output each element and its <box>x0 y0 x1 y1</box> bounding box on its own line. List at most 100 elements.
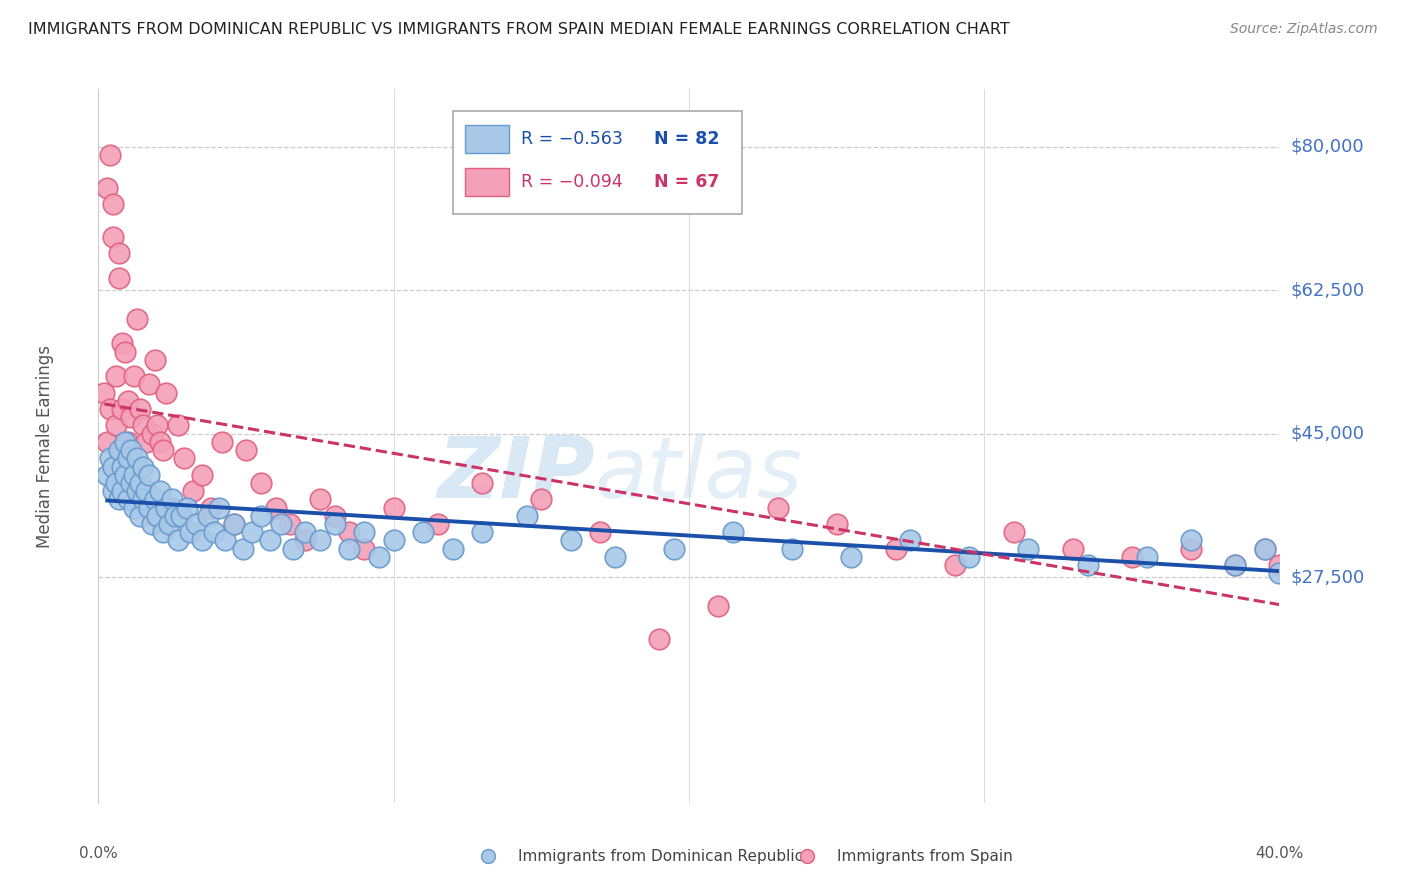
Point <box>337 541 360 556</box>
Point <box>105 475 128 490</box>
FancyBboxPatch shape <box>453 111 742 214</box>
Point <box>184 516 207 531</box>
Point <box>1223 558 1246 572</box>
Point <box>1077 558 1099 572</box>
Point <box>138 467 160 482</box>
Point <box>162 492 183 507</box>
Point <box>165 508 187 523</box>
Point <box>664 541 686 556</box>
Point <box>155 500 177 515</box>
Bar <box>464 168 509 196</box>
Text: Median Female Earnings: Median Female Earnings <box>37 344 55 548</box>
Point <box>98 148 121 162</box>
Point <box>103 484 125 499</box>
Point <box>111 402 134 417</box>
Point <box>132 492 155 507</box>
Point <box>959 549 981 564</box>
Point <box>96 434 118 449</box>
Point <box>259 533 281 548</box>
Point <box>1254 541 1277 556</box>
Point <box>108 270 131 285</box>
Point <box>143 352 166 367</box>
Point <box>179 525 201 540</box>
Point <box>1017 541 1039 556</box>
Point <box>224 516 246 531</box>
Point <box>707 599 730 613</box>
Point <box>157 516 180 531</box>
Point <box>197 508 219 523</box>
Point <box>132 459 155 474</box>
Point <box>264 500 287 515</box>
Point <box>1268 566 1291 581</box>
Point <box>900 533 922 548</box>
Point <box>250 508 273 523</box>
Text: ZIP: ZIP <box>437 433 595 516</box>
Point <box>162 500 183 515</box>
Point <box>114 443 136 458</box>
Point <box>1282 549 1305 564</box>
Point <box>191 533 214 548</box>
Point <box>143 492 166 507</box>
Text: R = −0.094: R = −0.094 <box>522 173 623 191</box>
Point <box>721 525 744 540</box>
Point <box>224 516 246 531</box>
Point <box>141 426 163 441</box>
Point <box>1180 533 1202 548</box>
Point <box>884 541 907 556</box>
Point <box>122 500 145 515</box>
Point <box>211 434 233 449</box>
Point <box>1312 541 1334 556</box>
Point <box>337 525 360 540</box>
Point <box>135 484 157 499</box>
Point <box>167 418 190 433</box>
Point <box>125 484 148 499</box>
Point <box>128 475 150 490</box>
Point <box>1268 558 1291 572</box>
Point <box>560 533 582 548</box>
Point <box>114 467 136 482</box>
Point <box>1062 796 1084 810</box>
Text: N = 67: N = 67 <box>654 173 718 191</box>
Point <box>191 467 214 482</box>
Point <box>117 492 139 507</box>
Point <box>1180 541 1202 556</box>
Text: atlas: atlas <box>595 433 803 516</box>
Point <box>120 410 142 425</box>
Point <box>441 541 464 556</box>
Point <box>181 484 204 499</box>
Point <box>105 369 128 384</box>
Point <box>152 525 174 540</box>
Point <box>1298 541 1320 556</box>
Point <box>120 443 142 458</box>
Point <box>412 525 434 540</box>
Point <box>200 500 222 515</box>
Point <box>167 533 190 548</box>
Text: Immigrants from Spain: Immigrants from Spain <box>837 849 1012 863</box>
Point <box>117 451 139 466</box>
Point <box>117 434 139 449</box>
Point <box>132 418 155 433</box>
Point <box>114 344 136 359</box>
Point <box>149 434 172 449</box>
Point <box>353 525 375 540</box>
Point <box>782 541 804 556</box>
Point <box>943 558 966 572</box>
Text: $80,000: $80,000 <box>1291 137 1364 155</box>
Point <box>605 549 627 564</box>
Point <box>138 377 160 392</box>
Point <box>294 533 316 548</box>
Point <box>232 541 254 556</box>
Point <box>146 418 169 433</box>
Point <box>530 492 553 507</box>
Point <box>309 492 332 507</box>
Text: Immigrants from Dominican Republic: Immigrants from Dominican Republic <box>517 849 803 863</box>
Point <box>93 385 115 400</box>
Point <box>120 475 142 490</box>
Text: N = 82: N = 82 <box>654 130 718 148</box>
Point <box>176 500 198 515</box>
Point <box>309 533 332 548</box>
Text: 40.0%: 40.0% <box>1256 846 1303 861</box>
Point <box>202 525 225 540</box>
Point <box>839 549 862 564</box>
Point <box>170 508 193 523</box>
